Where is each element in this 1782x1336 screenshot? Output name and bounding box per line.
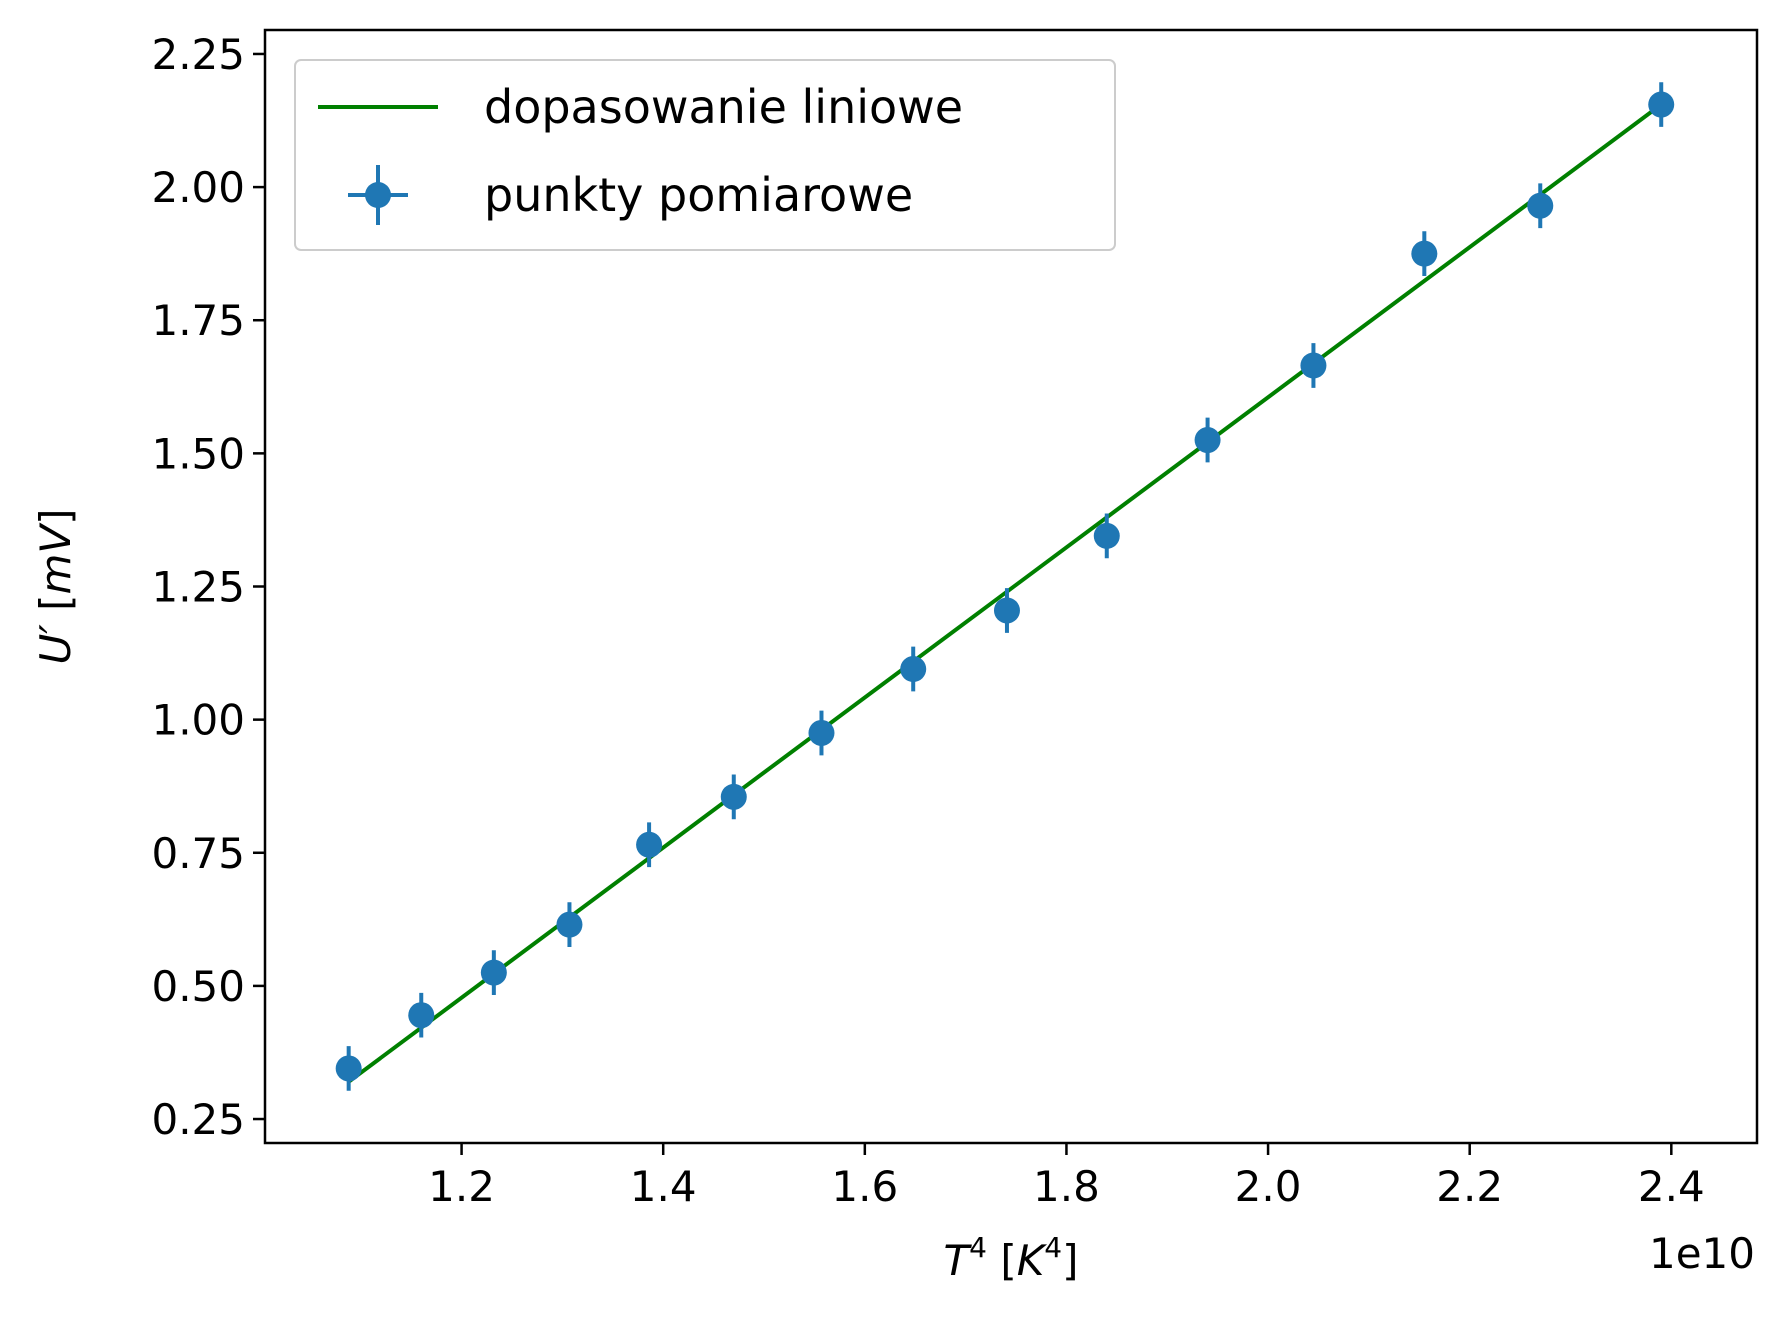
x-tick-label: 2.2 [1436,1162,1503,1211]
legend-box [294,59,1116,251]
y-tick-label: 0.75 [151,829,245,878]
data-point [993,588,1020,633]
y-tick-label: 1.50 [151,429,245,478]
x-tick-label: 2.0 [1235,1162,1302,1211]
y-tick-label: 1.75 [151,296,245,345]
x-tick-label: 1.4 [630,1162,697,1211]
y-tick-label: 0.25 [151,1095,245,1144]
data-marker [808,719,835,746]
legend-label-measurement-points: punkty pomiarowe [484,168,913,222]
data-marker [480,959,507,986]
y-tick-label: 0.50 [151,962,245,1011]
x-axis-label: T4 [K4] [944,1231,1079,1285]
y-axis-label: U′ [mV] [31,508,80,664]
data-point [1194,417,1221,463]
y-tick-label: 1.00 [151,696,245,745]
data-point [556,902,583,948]
data-marker [993,597,1020,624]
data-marker [1300,352,1327,379]
x-tick-label: 1.2 [428,1162,495,1211]
ticks: 1.2 1.4 1.6 1.8 2.0 2.2 2.4 0.25 0.50 0.75 1.00 1.2… [151,30,1704,1211]
data-point [408,992,435,1038]
data-marker [1411,240,1438,267]
data-point [900,646,927,692]
data-point [1411,231,1438,277]
x-offset-label: 1e10 [1649,1229,1755,1278]
data-marker [556,911,583,938]
fit-line [347,102,1663,1084]
y-tick-label: 2.25 [151,30,245,79]
data-point [808,710,835,756]
legend-marker [365,182,391,208]
data-marker [720,783,747,810]
data-point [335,1046,362,1091]
legend: dopasowanie liniowe punkty pomiarowe [294,59,1116,251]
data-marker [636,831,663,858]
x-tick-label: 1.6 [831,1162,898,1211]
legend-swatch-measurement-points [348,165,408,225]
data-point [636,822,663,868]
data-point [1300,343,1327,388]
data-marker [1527,192,1554,219]
data-marker [335,1055,362,1082]
y-tick-label: 1.25 [151,563,245,612]
data-point [1527,183,1554,229]
data-marker [408,1002,435,1029]
legend-label-fit-line: dopasowanie liniowe [484,80,963,134]
y-tick-label: 2.00 [151,163,245,212]
data-point [720,774,747,820]
data-marker [900,656,927,683]
x-tick-label: 2.4 [1638,1162,1705,1211]
data-point [1093,513,1120,559]
data-point [1648,82,1675,127]
plot-area [335,82,1675,1091]
data-marker [1194,427,1221,454]
data-point [480,950,507,995]
x-tick-label: 1.8 [1033,1162,1100,1211]
data-marker [1648,91,1675,118]
data-marker [1093,522,1120,549]
